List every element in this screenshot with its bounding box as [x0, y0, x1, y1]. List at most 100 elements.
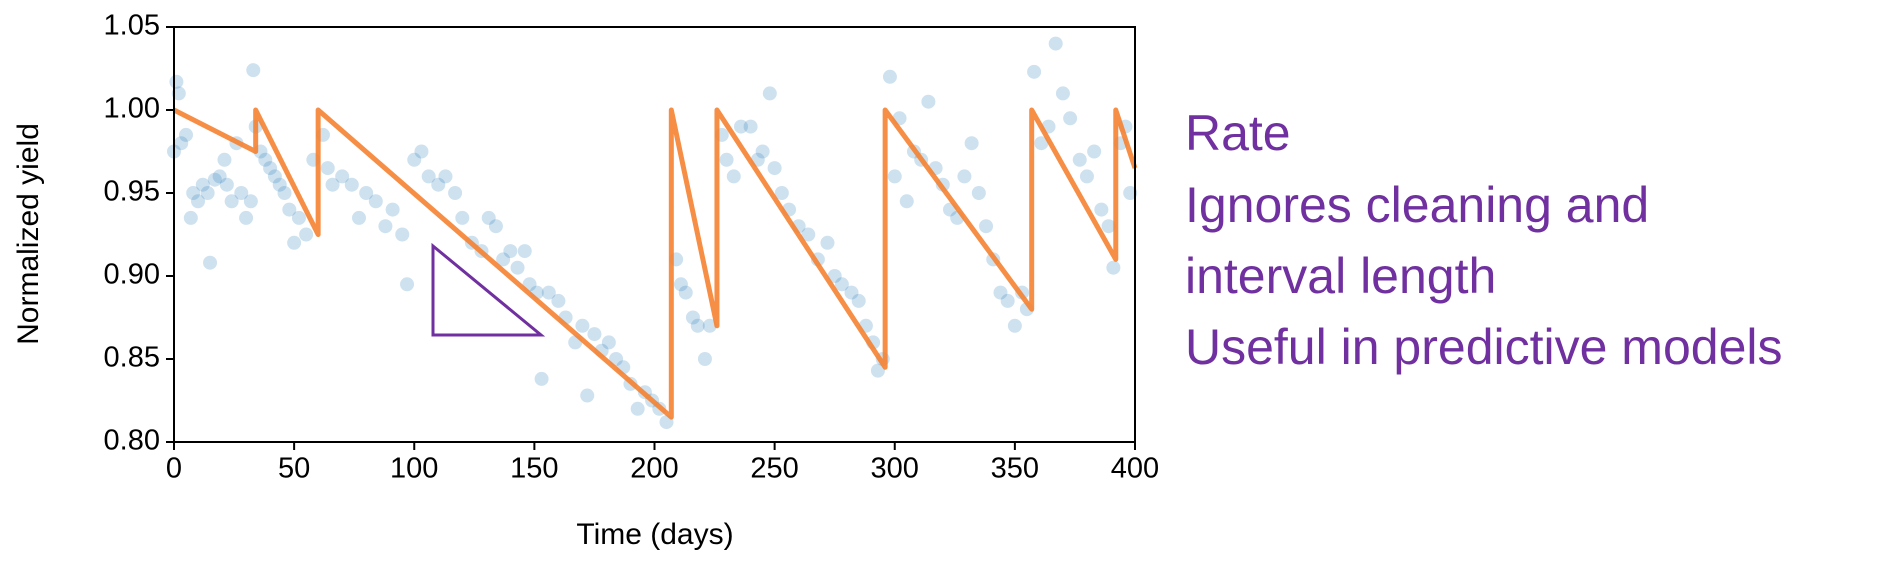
annotation: interval length — [1185, 248, 1496, 304]
data-point — [183, 210, 198, 225]
data-point — [359, 186, 374, 200]
y-tick-label: 0.80 — [104, 425, 160, 457]
data-point — [551, 293, 566, 308]
data-point — [767, 161, 782, 176]
data-point — [438, 169, 453, 184]
data-point — [169, 74, 184, 89]
data-point — [1063, 111, 1078, 126]
model-line — [172, 107, 1138, 420]
data-point — [575, 318, 590, 333]
data-point — [431, 177, 446, 192]
data-point — [171, 86, 186, 101]
data-point — [882, 69, 897, 84]
slope-triangle — [431, 242, 546, 337]
y-tick-label: 1.05 — [104, 10, 160, 42]
x-tick-label: 50 — [278, 453, 310, 485]
data-point — [827, 269, 842, 283]
data-point — [979, 219, 994, 234]
data-point — [234, 186, 249, 200]
data-point — [335, 169, 350, 184]
data-point — [395, 227, 410, 242]
data-point — [272, 177, 287, 192]
data-point — [580, 388, 595, 403]
data-point — [1079, 169, 1094, 184]
data-point — [510, 260, 525, 275]
data-point — [246, 63, 261, 78]
x-tick-label: 250 — [750, 453, 798, 485]
data-point — [870, 363, 885, 378]
data-point — [733, 119, 748, 134]
data-point — [673, 277, 688, 292]
data-point — [291, 210, 306, 225]
data-point — [224, 194, 239, 209]
data-point — [407, 152, 422, 167]
data-point — [820, 235, 835, 250]
data-point — [1027, 64, 1042, 79]
x-tick-label: 400 — [1111, 453, 1159, 485]
data-point — [258, 152, 273, 167]
data-point — [534, 371, 549, 386]
data-point — [726, 169, 741, 184]
data-point — [755, 144, 770, 159]
x-axis-label: Time (days) — [576, 518, 733, 551]
data-point — [1106, 260, 1121, 275]
data-point — [378, 219, 393, 234]
data-point — [344, 177, 359, 192]
data-point — [685, 310, 700, 325]
data-point — [400, 277, 415, 292]
data-point — [921, 94, 936, 109]
data-point — [762, 86, 777, 101]
data-point — [844, 285, 859, 300]
y-tick-label: 0.95 — [104, 176, 160, 208]
data-point — [448, 186, 463, 200]
annotation: Rate — [1185, 105, 1291, 161]
data-point — [496, 252, 511, 267]
plot-frame — [173, 26, 1136, 443]
data-point — [1007, 318, 1022, 333]
data-point — [385, 202, 400, 217]
data-point — [421, 169, 436, 184]
data-point — [325, 177, 340, 192]
data-point — [179, 127, 194, 142]
data-point — [541, 285, 556, 300]
data-point — [200, 186, 215, 200]
data-point — [630, 401, 645, 416]
data-point — [368, 194, 383, 209]
data-point — [212, 169, 227, 184]
annotation: Ignores cleaning and — [1185, 177, 1649, 233]
data-point — [239, 210, 254, 225]
data-point — [503, 244, 518, 259]
data-point — [320, 161, 335, 176]
data-point — [267, 169, 282, 184]
data-point — [351, 210, 366, 225]
data-point — [1000, 293, 1015, 308]
data-point — [719, 152, 734, 167]
data-point — [899, 194, 914, 209]
data-point — [287, 235, 302, 250]
data-point — [243, 194, 258, 209]
data-point — [207, 172, 222, 187]
data-point — [678, 285, 693, 300]
y-tick-label: 0.90 — [104, 259, 160, 291]
data-point — [609, 352, 624, 366]
x-tick-label: 350 — [991, 453, 1039, 485]
data-point — [203, 255, 218, 270]
data-point — [1048, 36, 1063, 51]
data-point — [299, 227, 314, 242]
data-point — [282, 202, 297, 217]
data-point — [887, 169, 902, 184]
data-point — [834, 277, 849, 292]
x-tick-label: 100 — [390, 453, 438, 485]
data-point — [186, 186, 201, 200]
data-point — [1034, 136, 1049, 151]
data-point — [414, 144, 429, 159]
data-point — [517, 244, 532, 259]
data-point — [697, 352, 712, 366]
data-point — [702, 318, 717, 333]
data-point — [971, 186, 986, 200]
x-tick-label: 0 — [166, 453, 182, 485]
data-point — [455, 210, 470, 225]
data-point — [774, 186, 789, 200]
data-point — [993, 285, 1008, 300]
